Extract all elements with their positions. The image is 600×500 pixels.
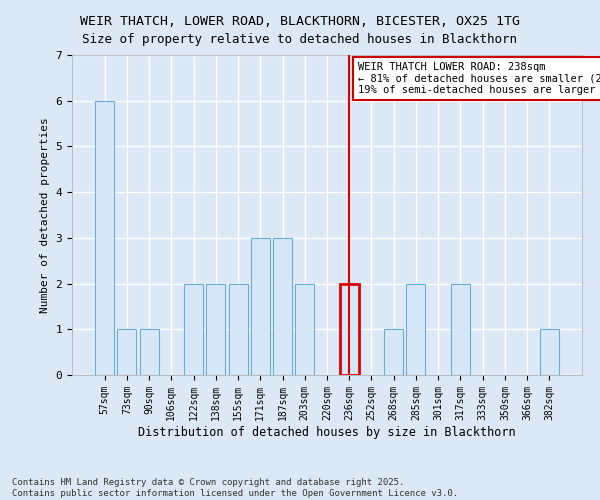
Bar: [451, 284, 470, 375]
Bar: [273, 238, 292, 375]
Bar: [95, 100, 114, 375]
Bar: [384, 330, 403, 375]
X-axis label: Distribution of detached houses by size in Blackthorn: Distribution of detached houses by size …: [138, 426, 516, 438]
Bar: [206, 284, 225, 375]
Bar: [406, 284, 425, 375]
Bar: [340, 284, 359, 375]
Bar: [540, 330, 559, 375]
Bar: [118, 330, 136, 375]
Bar: [184, 284, 203, 375]
Text: Contains HM Land Registry data © Crown copyright and database right 2025.
Contai: Contains HM Land Registry data © Crown c…: [12, 478, 458, 498]
Bar: [295, 284, 314, 375]
Bar: [251, 238, 270, 375]
Text: Size of property relative to detached houses in Blackthorn: Size of property relative to detached ho…: [83, 32, 517, 46]
Bar: [229, 284, 248, 375]
Bar: [140, 330, 158, 375]
Text: WEIR THATCH LOWER ROAD: 238sqm
← 81% of detached houses are smaller (22)
19% of : WEIR THATCH LOWER ROAD: 238sqm ← 81% of …: [358, 62, 600, 95]
Y-axis label: Number of detached properties: Number of detached properties: [40, 117, 50, 313]
Text: WEIR THATCH, LOWER ROAD, BLACKTHORN, BICESTER, OX25 1TG: WEIR THATCH, LOWER ROAD, BLACKTHORN, BIC…: [80, 15, 520, 28]
